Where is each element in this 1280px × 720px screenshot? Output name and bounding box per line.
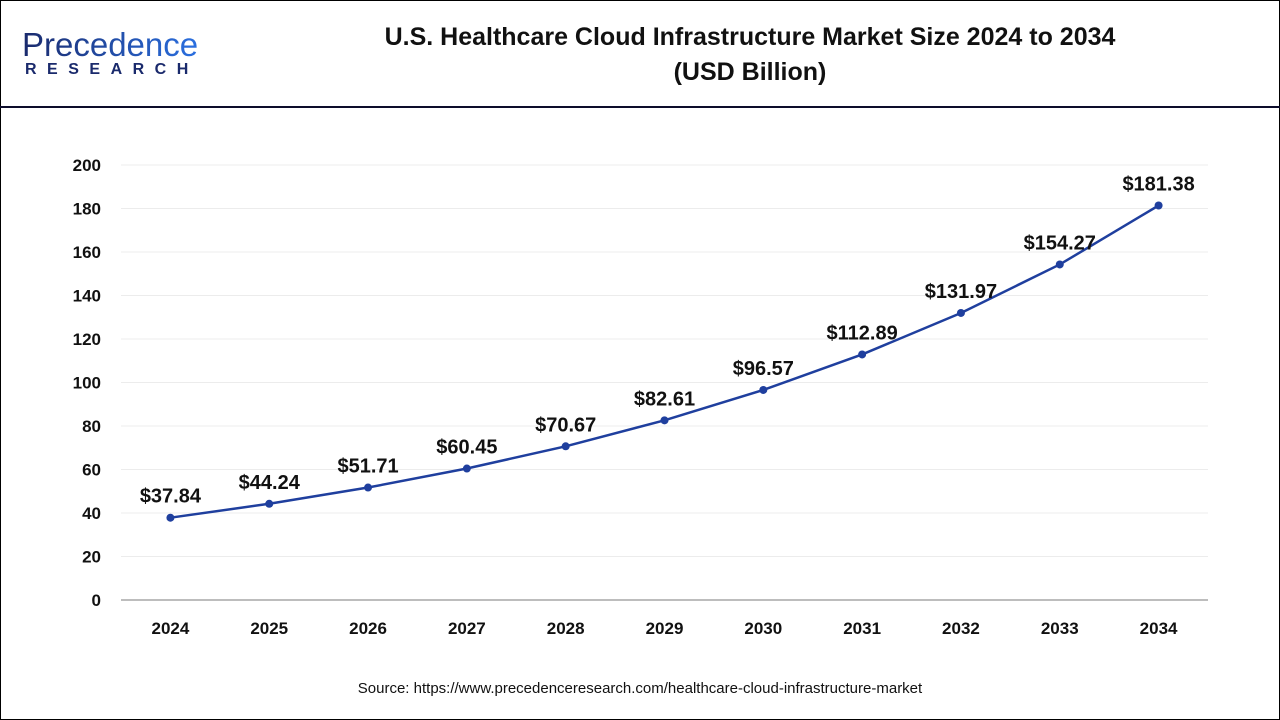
data-label: $51.71 xyxy=(337,456,398,478)
y-tick-label: 100 xyxy=(73,374,101,393)
header-divider xyxy=(0,106,1280,108)
data-label: $181.38 xyxy=(1122,173,1194,195)
logo-sub-text: RESEARCH xyxy=(25,61,199,78)
data-label: $82.61 xyxy=(634,388,695,410)
data-point xyxy=(561,442,570,451)
x-tick-label: 2028 xyxy=(547,619,585,638)
x-tick-label: 2027 xyxy=(448,619,486,638)
y-tick-label: 200 xyxy=(73,156,101,175)
data-label: $60.45 xyxy=(436,437,497,459)
data-point xyxy=(660,416,669,425)
y-tick-label: 20 xyxy=(82,548,101,567)
data-point xyxy=(265,499,274,508)
y-tick-label: 180 xyxy=(73,200,101,219)
source-text: Source: https://www.precedenceresearch.c… xyxy=(357,680,923,697)
chart-title: U.S. Healthcare Cloud Infrastructure Mar… xyxy=(300,20,1200,90)
x-tick-label: 2034 xyxy=(1140,619,1178,638)
x-tick-label: 2029 xyxy=(646,619,684,638)
data-label: $154.27 xyxy=(1024,232,1096,254)
x-tick-label: 2026 xyxy=(349,619,387,638)
data-point xyxy=(759,385,768,394)
y-tick-label: 160 xyxy=(73,243,101,262)
data-label: $37.84 xyxy=(140,486,202,508)
data-point xyxy=(364,483,373,492)
y-tick-label: 140 xyxy=(73,287,101,306)
title-line-1: U.S. Healthcare Cloud Infrastructure Mar… xyxy=(384,23,1116,51)
x-tick-label: 2031 xyxy=(843,619,881,638)
x-tick-label: 2025 xyxy=(250,619,288,638)
data-label: $96.57 xyxy=(733,358,794,380)
data-point xyxy=(1055,260,1064,269)
logo-main-text: Precedence xyxy=(22,26,199,63)
data-label: $44.24 xyxy=(239,472,301,494)
data-point xyxy=(166,513,175,522)
x-tick-label: 2032 xyxy=(942,619,980,638)
data-label: $131.97 xyxy=(925,281,997,303)
y-tick-label: 120 xyxy=(73,330,101,349)
y-tick-label: 40 xyxy=(82,504,101,523)
data-point xyxy=(462,464,471,473)
y-tick-label: 60 xyxy=(82,461,101,480)
data-point xyxy=(858,350,867,359)
y-tick-label: 0 xyxy=(92,591,101,610)
title-line-2: (USD Billion) xyxy=(673,58,827,86)
data-label: $112.89 xyxy=(827,322,898,344)
x-tick-label: 2033 xyxy=(1041,619,1079,638)
y-tick-label: 80 xyxy=(82,417,101,436)
x-tick-label: 2030 xyxy=(744,619,782,638)
data-point xyxy=(1154,201,1163,210)
data-point xyxy=(956,308,965,317)
data-label: $70.67 xyxy=(535,414,596,436)
x-tick-label: 2024 xyxy=(151,619,189,638)
precedence-research-logo: Precedence RESEARCH xyxy=(22,28,199,78)
